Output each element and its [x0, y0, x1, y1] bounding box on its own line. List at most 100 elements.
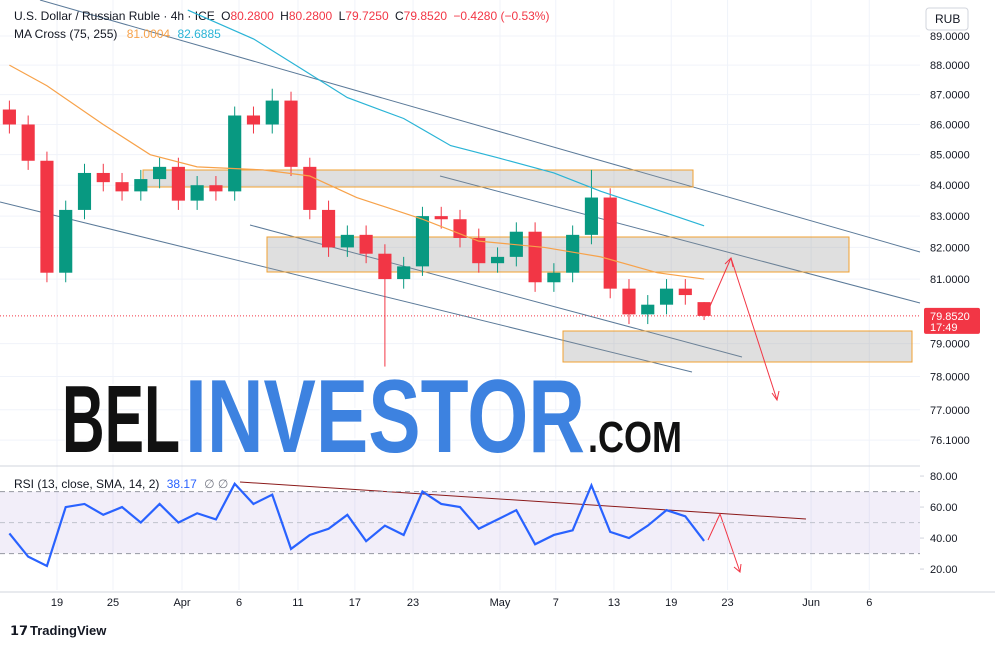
rsi-title: RSI (13, close, SMA, 14, 2)	[14, 477, 159, 491]
y-tick-label: 84.0000	[930, 180, 970, 192]
price-tag-label: 79.8520	[930, 311, 970, 323]
brand: TradingView	[30, 623, 107, 638]
candle-body	[59, 209, 73, 273]
candle-body	[2, 109, 16, 125]
y-tick-label: 77.0000	[930, 405, 970, 417]
ohlc-value: 80.2800	[289, 9, 333, 23]
rsi-legend: RSI (13, close, SMA, 14, 2) 38.17 ∅ ∅	[14, 477, 228, 491]
ma-line	[9, 64, 705, 280]
watermark-text: .COM	[588, 413, 682, 462]
candle-body	[115, 182, 129, 192]
rsi-line	[8, 481, 705, 568]
candle-body	[603, 197, 617, 289]
candle-body	[134, 179, 148, 192]
x-tick-label: 19	[665, 597, 677, 609]
symbol: U.S. Dollar / Russian Ruble · 4h · ICE	[14, 9, 215, 23]
candle-body	[566, 234, 580, 273]
y-tick-label: 20.00	[930, 564, 958, 576]
candle-body	[96, 172, 110, 183]
y-tick-label: 60.00	[930, 502, 958, 514]
channel-line	[39, 0, 921, 253]
candle-body	[246, 115, 261, 125]
x-tick-label: 23	[407, 597, 419, 609]
x-tick-label: Apr	[173, 597, 190, 609]
candle-body	[209, 185, 223, 192]
candle-body	[190, 185, 204, 201]
channel-line	[439, 175, 921, 304]
rsi-extra: ∅ ∅	[204, 477, 228, 491]
watermark-text: INVESTOR	[185, 359, 585, 475]
candle-body	[584, 197, 598, 235]
currency-box[interactable]	[925, 7, 969, 31]
candle-body	[622, 288, 636, 315]
candle-body	[472, 237, 486, 264]
y-tick-label: 76.1000	[930, 435, 970, 447]
candle-body	[378, 253, 392, 280]
ohlc-label: C	[395, 9, 404, 23]
y-tick-label: 89.0000	[930, 31, 970, 43]
candle-body	[678, 288, 692, 296]
x-tick-label: 17	[349, 597, 361, 609]
zone	[142, 169, 694, 188]
zone	[562, 330, 913, 363]
currency[interactable]: RUB	[935, 12, 960, 26]
candle-body	[171, 166, 185, 201]
x-tick-label: 11	[292, 597, 303, 609]
y-tick-label: 82.0000	[930, 242, 970, 254]
x-tick-label: 23	[721, 597, 733, 609]
arrow	[771, 390, 780, 402]
y-tick-label: 80.00	[930, 471, 958, 483]
candle-body	[303, 166, 317, 210]
ma-value: 82.6885	[177, 27, 221, 41]
candle-body	[697, 302, 711, 316]
candle-body	[453, 219, 467, 238]
change: −0.4280 (−0.53%)	[453, 9, 549, 23]
candle-body	[434, 216, 448, 220]
x-tick-label: 19	[51, 597, 63, 609]
x-tick-label: 6	[236, 597, 242, 609]
arrow	[706, 257, 732, 314]
y-tick-label: 78.0000	[930, 371, 970, 383]
ohlc-label: O	[221, 9, 230, 23]
ohlc-label: H	[280, 9, 289, 23]
x-tick-label: 6	[866, 597, 872, 609]
candle-body	[340, 234, 354, 248]
x-tick-label: 25	[107, 597, 119, 609]
candle-body	[528, 231, 542, 283]
y-tick-label: 40.00	[930, 533, 958, 545]
candle-body	[228, 115, 242, 192]
ma-value: 81.0004	[127, 27, 171, 41]
price-tag	[924, 307, 980, 334]
arrow	[730, 257, 778, 401]
ohlc-value: 79.8520	[404, 9, 448, 23]
arrow	[707, 512, 741, 573]
candle-body	[77, 172, 92, 210]
candle-body	[641, 304, 655, 315]
y-tick-label: 87.0000	[930, 90, 970, 102]
rsi-value: 38.17	[167, 477, 197, 491]
candle-body	[322, 209, 336, 248]
x-tick-label: Jun	[802, 597, 820, 609]
y-tick-label: 85.0000	[930, 150, 970, 162]
candle-body	[659, 288, 674, 305]
y-tick-label: 86.0000	[930, 119, 970, 131]
watermark-text: BEL	[62, 366, 180, 473]
candle-body	[359, 234, 373, 254]
candle-body	[265, 100, 279, 125]
ohlc-value: 80.2800	[230, 9, 274, 23]
y-tick-label: 81.0000	[930, 274, 970, 286]
x-tick-label: May	[490, 597, 511, 609]
y-tick-label: 83.0000	[930, 211, 970, 223]
candle-body	[153, 166, 167, 180]
rsi-trendline	[239, 481, 807, 520]
indicator: MA Cross (75, 255)	[14, 27, 117, 41]
candle-body	[284, 100, 298, 167]
brand-logo: 𝟭𝟳	[10, 623, 28, 638]
channel-line	[0, 201, 693, 373]
countdown: 17:49	[930, 322, 958, 334]
ma-line	[187, 9, 705, 227]
y-tick-label: 88.0000	[930, 60, 970, 72]
candle-body	[547, 272, 561, 283]
candle-body	[490, 256, 505, 264]
